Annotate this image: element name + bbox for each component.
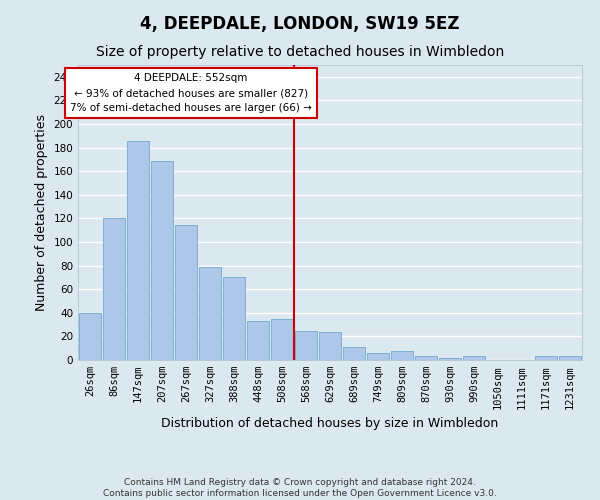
Bar bbox=[271, 318, 293, 360]
Bar bbox=[151, 160, 173, 360]
Bar bbox=[463, 356, 485, 360]
Bar bbox=[367, 353, 389, 360]
Bar bbox=[175, 226, 197, 360]
Text: Size of property relative to detached houses in Wimbledon: Size of property relative to detached ho… bbox=[96, 45, 504, 59]
Text: Contains HM Land Registry data © Crown copyright and database right 2024.
Contai: Contains HM Land Registry data © Crown c… bbox=[103, 478, 497, 498]
Bar bbox=[199, 267, 221, 360]
Bar bbox=[415, 356, 437, 360]
Bar bbox=[127, 140, 149, 360]
Bar bbox=[535, 356, 557, 360]
Bar bbox=[439, 358, 461, 360]
Bar bbox=[247, 321, 269, 360]
Text: 4 DEEPDALE: 552sqm
← 93% of detached houses are smaller (827)
7% of semi-detache: 4 DEEPDALE: 552sqm ← 93% of detached hou… bbox=[70, 74, 312, 113]
Bar bbox=[319, 332, 341, 360]
Bar bbox=[79, 313, 101, 360]
Bar bbox=[103, 218, 125, 360]
Bar bbox=[295, 330, 317, 360]
Bar bbox=[391, 350, 413, 360]
Bar bbox=[343, 347, 365, 360]
Bar bbox=[559, 356, 581, 360]
X-axis label: Distribution of detached houses by size in Wimbledon: Distribution of detached houses by size … bbox=[161, 417, 499, 430]
Y-axis label: Number of detached properties: Number of detached properties bbox=[35, 114, 48, 311]
Text: 4, DEEPDALE, LONDON, SW19 5EZ: 4, DEEPDALE, LONDON, SW19 5EZ bbox=[140, 15, 460, 33]
Bar bbox=[223, 278, 245, 360]
